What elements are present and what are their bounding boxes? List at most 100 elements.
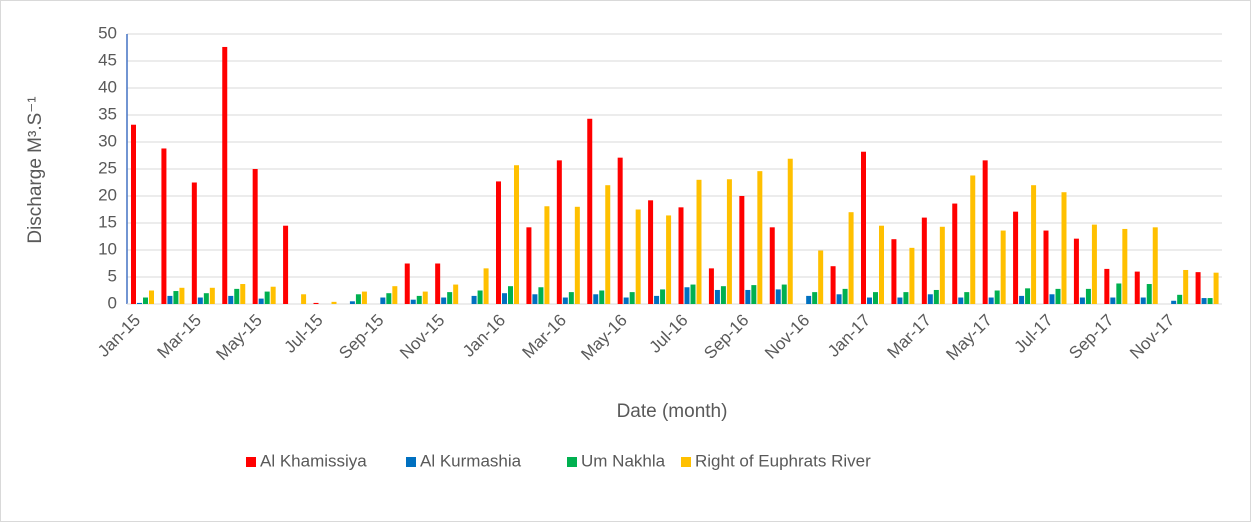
bar xyxy=(179,287,185,304)
bar xyxy=(958,297,964,304)
bar xyxy=(161,148,167,304)
y-tick-label: 35 xyxy=(98,104,117,123)
y-tick-label: 10 xyxy=(98,239,117,258)
bar xyxy=(1031,185,1037,304)
bar xyxy=(720,286,726,304)
bar xyxy=(806,295,812,304)
bar xyxy=(258,298,264,304)
bar xyxy=(751,285,757,304)
legend-swatch xyxy=(406,457,416,467)
bar xyxy=(879,225,884,304)
bar xyxy=(222,46,228,305)
bar xyxy=(483,268,489,304)
bar xyxy=(593,294,599,304)
bar xyxy=(769,227,775,304)
legend-swatch xyxy=(246,457,256,467)
bar xyxy=(1104,268,1110,304)
bar xyxy=(1061,192,1067,304)
bar xyxy=(848,212,854,304)
bar xyxy=(1183,269,1189,304)
bar xyxy=(818,250,824,304)
bar xyxy=(775,289,781,304)
bar xyxy=(252,169,258,304)
bar xyxy=(502,293,507,304)
bar xyxy=(137,302,142,304)
bar xyxy=(1207,298,1213,304)
bar xyxy=(562,297,568,304)
bar xyxy=(587,118,593,304)
bar xyxy=(556,160,562,304)
bar xyxy=(714,289,720,304)
bar xyxy=(228,295,234,304)
x-axis-label: Date (month) xyxy=(617,401,728,422)
bar xyxy=(167,295,173,304)
bar xyxy=(867,297,872,304)
bar xyxy=(1146,284,1152,304)
bar xyxy=(240,284,246,304)
y-tick-label: 30 xyxy=(98,131,117,150)
bar xyxy=(660,289,666,304)
bar xyxy=(1091,224,1097,304)
bar xyxy=(209,287,215,304)
bar xyxy=(787,158,793,304)
bar xyxy=(1134,271,1140,304)
bar xyxy=(410,299,416,304)
y-tick-label: 45 xyxy=(98,50,117,69)
bar xyxy=(952,203,958,304)
bar xyxy=(909,247,915,304)
y-tick-label: 20 xyxy=(98,185,117,204)
bar xyxy=(361,291,367,304)
bar xyxy=(1079,297,1085,304)
bar xyxy=(197,297,203,304)
bar xyxy=(1213,272,1219,304)
bar xyxy=(526,227,532,304)
bar xyxy=(191,182,197,304)
bar xyxy=(939,226,945,304)
bar xyxy=(404,263,410,304)
bar xyxy=(678,207,684,304)
bar xyxy=(648,200,654,304)
legend-label: Al Kurmashia xyxy=(420,451,522,470)
bar xyxy=(1171,300,1177,304)
bar xyxy=(605,185,611,304)
bar xyxy=(635,209,641,304)
y-tick-label: 50 xyxy=(98,23,117,42)
bar xyxy=(477,290,483,304)
bar xyxy=(1043,230,1049,304)
bar xyxy=(861,151,866,304)
bar xyxy=(745,289,751,304)
bar xyxy=(514,165,519,304)
y-tick-label: 15 xyxy=(98,212,117,231)
bar xyxy=(422,291,428,304)
bar xyxy=(873,292,878,304)
bar xyxy=(617,157,623,304)
bar xyxy=(471,295,477,304)
y-tick-label: 0 xyxy=(108,293,117,312)
bar xyxy=(988,297,994,304)
bar xyxy=(921,217,927,304)
legend-label: Right of Euphrats River xyxy=(695,451,871,470)
bar xyxy=(726,179,732,304)
bar xyxy=(982,160,988,304)
bar xyxy=(283,225,289,304)
bar xyxy=(836,294,842,304)
bar xyxy=(964,292,970,304)
bar xyxy=(1025,288,1031,304)
y-tick-label: 5 xyxy=(108,266,117,285)
bar xyxy=(1013,211,1019,304)
bar xyxy=(933,289,939,304)
bar xyxy=(812,292,818,304)
legend-swatch xyxy=(567,457,577,467)
bar xyxy=(830,266,836,304)
bar xyxy=(544,206,550,304)
bar xyxy=(1177,294,1183,304)
bar xyxy=(301,294,307,304)
bar xyxy=(690,284,696,304)
bar xyxy=(355,294,361,304)
bar xyxy=(149,290,154,304)
bar xyxy=(313,302,319,304)
bar xyxy=(781,284,787,304)
bar xyxy=(349,301,355,304)
